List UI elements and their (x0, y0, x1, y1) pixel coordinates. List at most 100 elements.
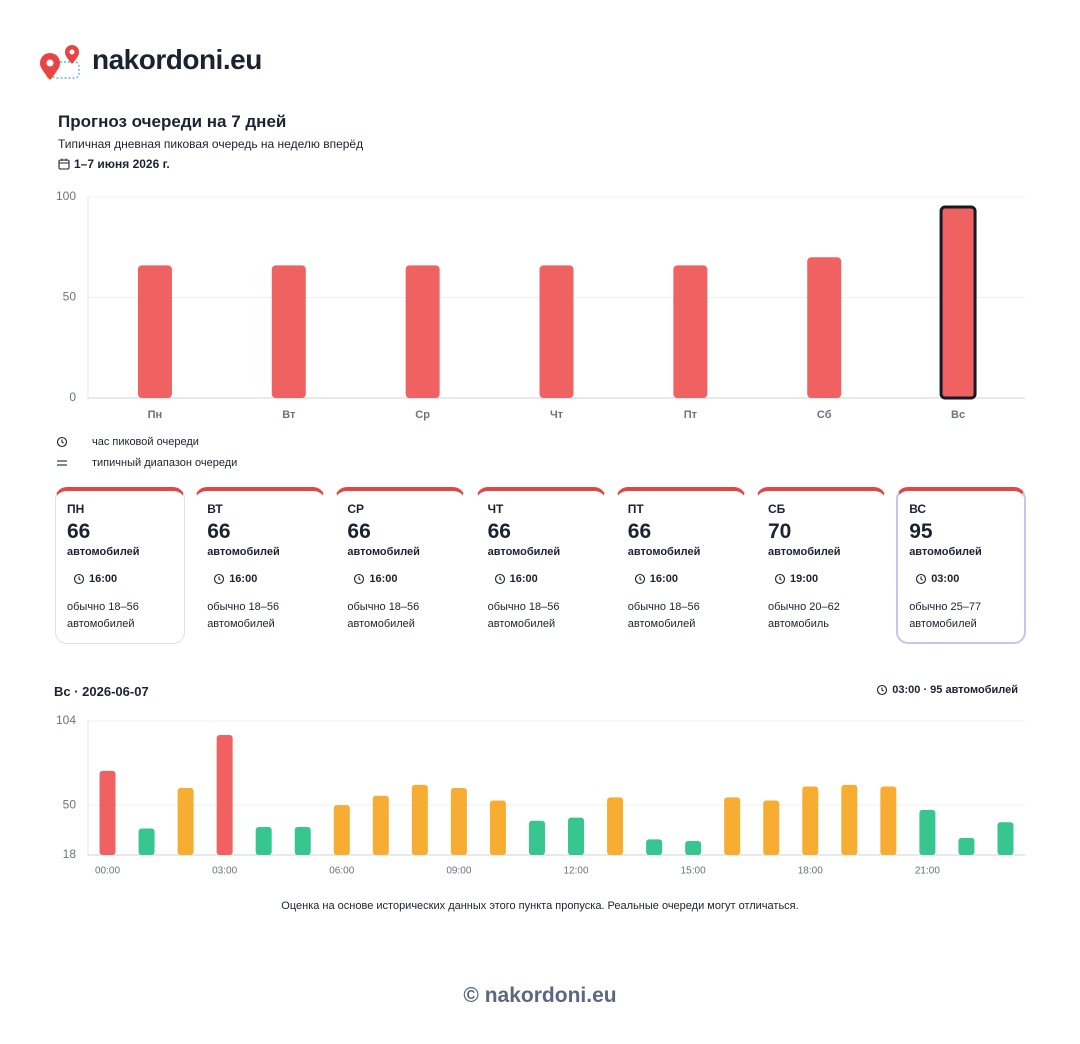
forecast-title: Прогноз очереди на 7 дней (58, 112, 287, 131)
bar (919, 809, 936, 855)
card-day: ЧТ (487, 502, 504, 516)
card-range: обычно 18–56 автомобилей (67, 601, 139, 630)
bar (489, 800, 506, 855)
bar (216, 735, 233, 855)
bar (607, 797, 624, 855)
card-day: СР (347, 502, 365, 516)
card-value: 70 (768, 520, 792, 543)
clock-icon (494, 573, 505, 585)
card-unit: автомобилей (347, 546, 420, 558)
bar (724, 797, 741, 855)
bar (271, 265, 306, 398)
y-tick-label: 18 (63, 847, 77, 861)
bar (528, 820, 545, 855)
bar (685, 840, 702, 855)
x-tick-label: 00:00 (95, 866, 120, 877)
x-tick-label: Пт (684, 409, 698, 421)
card-day: ВТ (207, 502, 223, 516)
day-card[interactable]: ПТ 66 автомобилей 16:00 обычно 18–56 автомоб… (615, 487, 746, 644)
card-day: ВС (909, 502, 927, 516)
card-time: 16:00 (494, 573, 594, 585)
day-card[interactable]: ЧТ 66 автомобилей 16:00 обычно 18–56 автомоб… (475, 487, 606, 644)
day-card[interactable]: СБ 70 автомобилей 19:00 обычно 20–62 автомоб… (756, 487, 886, 644)
card-day: ПН (67, 502, 85, 516)
card-day: СБ (768, 502, 786, 516)
card-time: 16:00 (634, 573, 734, 585)
x-tick-label: Чт (550, 409, 564, 421)
day-card[interactable]: ПН 66 автомобилей 16:00 обычно 18–56 автомоб… (55, 487, 185, 644)
day-chart-title: Вс · 2026-06-07 (54, 684, 149, 699)
bar (997, 822, 1014, 855)
card-unit: автомобилей (768, 546, 841, 558)
bar (333, 805, 350, 855)
bar (939, 205, 977, 400)
clock-icon (634, 573, 645, 585)
day-card[interactable]: ВТ 66 автомобилей 16:00 обычно 18–56 автомоб… (195, 487, 326, 644)
clock-icon (774, 573, 786, 585)
bar (841, 784, 858, 855)
card-day: ПТ (627, 502, 644, 516)
card-value: 66 (67, 520, 91, 543)
forecast-subtitle: Типичная дневная пиковая очередь на неде… (58, 137, 364, 151)
time-text: 19:00 (790, 573, 819, 585)
x-tick-label: 18:00 (798, 866, 823, 877)
bar (294, 826, 311, 855)
bar (177, 788, 194, 855)
bar (137, 265, 172, 398)
time-text: 16:00 (649, 573, 678, 585)
time-text: 16:00 (369, 573, 398, 585)
bar (450, 788, 467, 855)
card-time: 16:00 (73, 573, 173, 585)
calendar-icon (58, 158, 70, 170)
card-range: обычно 18–56 автомобилей (207, 601, 280, 630)
bar (880, 786, 897, 855)
card-range: обычно 18–56 автомобилей (347, 601, 420, 630)
y-tick-label: 50 (63, 290, 77, 304)
footer: © nakordoni.eu (463, 984, 617, 1007)
time-text: 16:00 (509, 573, 538, 585)
card-unit: автомобилей (67, 546, 140, 558)
bar (99, 770, 116, 855)
y-tick-label: 50 (63, 797, 77, 811)
day-card[interactable]: СР 66 автомобилей 16:00 обычно 18–56 автомоб… (335, 487, 466, 644)
legend-range: типичный диапазон очереди (56, 457, 237, 469)
x-tick-label: 21:00 (915, 866, 940, 877)
card-time: 03:00 (915, 573, 1013, 585)
card-range: обычно 20–62 автомобиль (768, 601, 840, 630)
x-tick-label: 12:00 (564, 866, 589, 877)
time-text: 16:00 (229, 573, 258, 585)
bar (411, 784, 428, 855)
x-tick-label: Вт (282, 409, 296, 421)
clock-icon (73, 573, 85, 585)
x-tick-label: Пн (148, 409, 163, 421)
annotation-text: 03:00 · 95 автомобилей (892, 684, 1018, 696)
card-unit: автомобилей (487, 546, 561, 558)
card-value: 66 (207, 520, 231, 543)
note: Оценка на основе исторических данных это… (281, 900, 799, 912)
card-unit: автомобилей (207, 546, 280, 558)
clock-icon (214, 573, 225, 585)
y-tick-label: 0 (69, 390, 76, 404)
y-tick-label: 100 (56, 189, 76, 203)
bar (405, 265, 440, 398)
x-tick-label: Вс (951, 409, 965, 421)
x-tick-label: 15:00 (681, 866, 706, 877)
bar (763, 800, 780, 855)
card-unit: автомобилей (627, 546, 701, 558)
logo (40, 45, 80, 80)
card-time: 16:00 (353, 573, 453, 585)
card-value: 66 (627, 520, 652, 543)
bar (372, 795, 389, 855)
brand[interactable]: nakordoni.eu (92, 44, 262, 75)
legend-text: час пиковой очереди (92, 436, 199, 448)
card-range: обычно 18–56 автомобилей (627, 601, 700, 630)
day-card[interactable]: ВС 95 автомобилей 03:00 обычно 25–77 автомоб… (896, 487, 1027, 644)
bar (802, 786, 819, 855)
x-tick-label: Сб (817, 409, 832, 421)
bar (539, 265, 574, 398)
legend-peak: час пиковой очереди (56, 436, 199, 448)
bar (673, 265, 708, 398)
x-tick-label: 03:00 (212, 866, 237, 877)
